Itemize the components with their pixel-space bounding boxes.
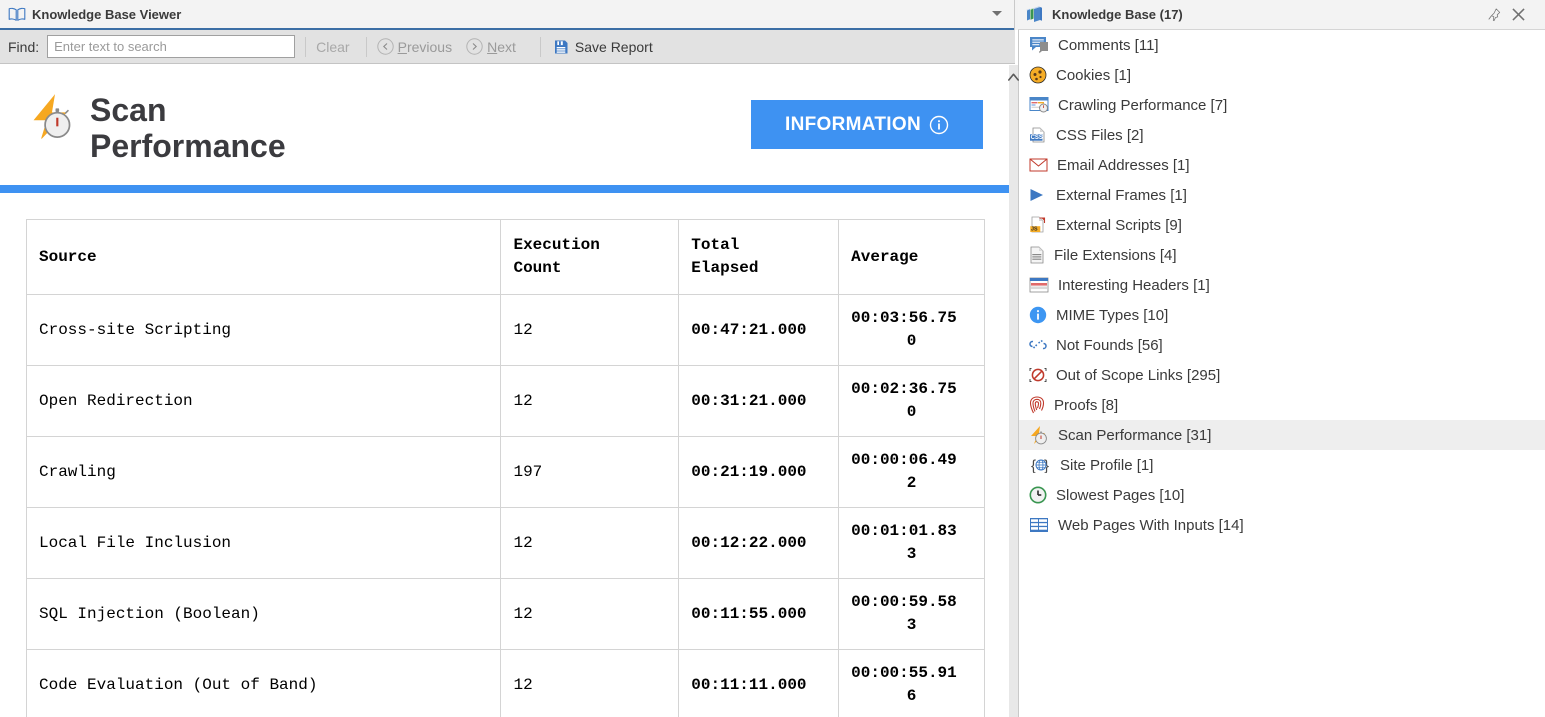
svg-text:{: { xyxy=(1031,458,1036,474)
svg-text:CSS: CSS xyxy=(1031,135,1043,141)
svg-text:JS: JS xyxy=(1031,227,1038,233)
